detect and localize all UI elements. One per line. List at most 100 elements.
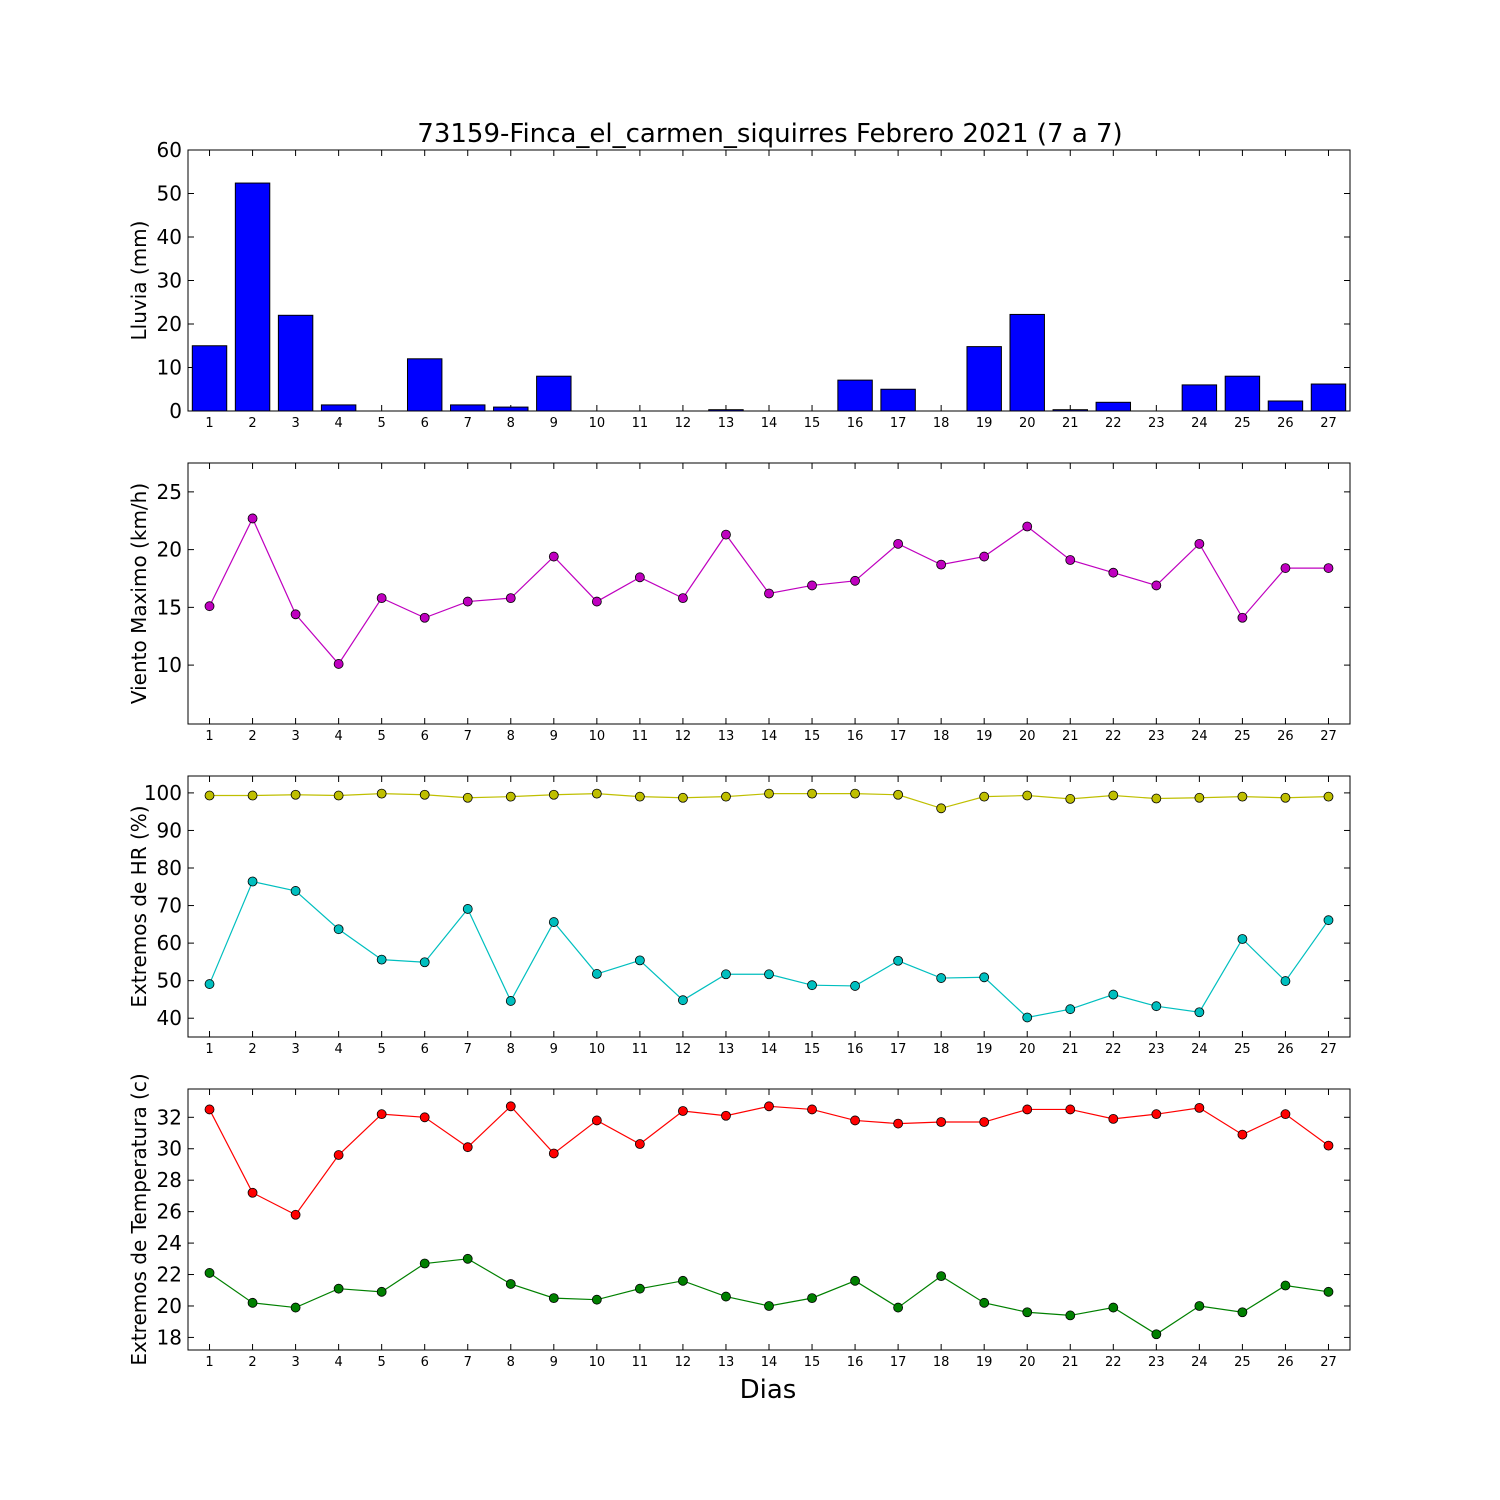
x-tick-label: 23 <box>1148 416 1165 431</box>
data-point <box>893 538 904 549</box>
data-point <box>333 659 344 669</box>
y-axis-label: Lluvia (mm) <box>127 221 151 341</box>
x-tick-label: 26 <box>1277 1042 1294 1057</box>
figure-title: 73159-Finca_el_carmen_siquirres Febrero … <box>417 119 1122 149</box>
data-point <box>721 1110 731 1121</box>
bar <box>1181 384 1218 412</box>
data-point <box>764 1101 774 1112</box>
y-tick-label: 32 <box>157 1105 182 1129</box>
x-tick-label: 20 <box>1019 1355 1036 1370</box>
x-tick-label: 21 <box>1062 729 1079 744</box>
data-point <box>721 529 731 540</box>
x-tick-label: 2 <box>248 729 256 744</box>
x-tick-label: 2 <box>248 1355 256 1370</box>
x-tick-label: 25 <box>1234 1042 1251 1057</box>
x-tick-label: 5 <box>378 1042 386 1057</box>
x-tick-label: 27 <box>1320 1042 1337 1057</box>
bar <box>1052 409 1088 412</box>
x-tick-label: 12 <box>675 1355 692 1370</box>
y-tick-label: 70 <box>157 894 182 918</box>
x-tick-label: 13 <box>718 416 735 431</box>
data-point <box>1151 793 1162 804</box>
x-tick-label: 21 <box>1062 1042 1079 1057</box>
data-point <box>247 790 258 801</box>
x-tick-label: 18 <box>933 1042 950 1057</box>
x-tick-label: 14 <box>761 729 778 744</box>
data-point <box>1237 791 1248 802</box>
x-tick-label: 10 <box>589 416 606 431</box>
series-line <box>208 880 1329 1019</box>
data-point <box>591 596 602 607</box>
series-line <box>208 1105 1329 1216</box>
y-tick-label: 100 <box>144 781 182 805</box>
x-tick-label: 12 <box>675 416 692 431</box>
x-tick-label: 19 <box>976 729 993 744</box>
data-point <box>247 513 258 524</box>
data-point <box>1280 1280 1291 1291</box>
x-tick-label: 1 <box>205 729 213 744</box>
x-tick-label: 15 <box>804 416 821 431</box>
y-tick-label: 10 <box>157 356 182 380</box>
data-point <box>893 955 904 966</box>
x-tick-label: 24 <box>1191 1042 1208 1057</box>
x-tick-label: 21 <box>1062 1355 1079 1370</box>
y-tick-label: 60 <box>157 931 182 955</box>
x-tick-label: 20 <box>1019 729 1036 744</box>
bar <box>1310 383 1347 412</box>
x-tick-label: 7 <box>464 729 472 744</box>
x-tick-label: 9 <box>550 729 558 744</box>
axes-frame <box>187 775 1351 1038</box>
data-point <box>462 792 473 803</box>
data-point <box>419 1112 430 1123</box>
y-tick-label: 25 <box>157 480 182 504</box>
x-tick-label: 26 <box>1277 729 1294 744</box>
x-axis-label: Dias <box>740 1375 797 1405</box>
x-tick-label: 4 <box>334 1355 342 1370</box>
x-tick-label: 10 <box>589 1355 606 1370</box>
x-tick-label: 24 <box>1191 729 1208 744</box>
data-point <box>807 580 817 591</box>
data-point <box>1323 1286 1334 1297</box>
y-tick-label: 28 <box>157 1168 182 1192</box>
x-tick-label: 16 <box>847 1355 864 1370</box>
data-point <box>204 1268 215 1278</box>
x-tick-label: 22 <box>1105 1355 1122 1370</box>
data-point <box>1194 1301 1205 1311</box>
bar <box>234 182 271 412</box>
data-point <box>1237 1307 1248 1318</box>
x-tick-label: 1 <box>205 1355 213 1370</box>
x-tick-label: 11 <box>632 729 649 744</box>
data-point <box>1022 1307 1033 1318</box>
data-point <box>936 1117 947 1127</box>
x-tick-label: 11 <box>632 416 649 431</box>
data-point <box>376 954 387 965</box>
data-point <box>204 790 215 801</box>
x-tick-label: 9 <box>550 1042 558 1057</box>
data-point <box>764 1301 774 1311</box>
x-tick-label: 9 <box>550 1355 558 1370</box>
data-point <box>1194 1007 1205 1018</box>
y-tick-label: 18 <box>157 1325 182 1349</box>
y-tick-label: 80 <box>157 856 182 880</box>
data-point <box>376 1109 387 1120</box>
x-tick-label: 20 <box>1019 416 1036 431</box>
x-tick-label: 22 <box>1105 1042 1122 1057</box>
bar <box>708 409 744 412</box>
data-point <box>678 1106 688 1116</box>
x-tick-label: 24 <box>1191 416 1208 431</box>
y-tick-label: 30 <box>157 269 182 293</box>
data-point <box>376 788 387 799</box>
data-point <box>1108 1113 1119 1124</box>
data-point <box>204 1104 215 1115</box>
x-tick-label: 5 <box>378 729 386 744</box>
data-point <box>893 1118 904 1129</box>
data-point <box>979 1297 990 1308</box>
data-point <box>634 1283 645 1294</box>
x-tick-label: 13 <box>718 1042 735 1057</box>
x-tick-label: 7 <box>464 1355 472 1370</box>
x-tick-label: 21 <box>1062 416 1079 431</box>
data-point <box>1065 555 1076 565</box>
data-point <box>591 788 602 799</box>
x-tick-label: 27 <box>1320 1355 1337 1370</box>
